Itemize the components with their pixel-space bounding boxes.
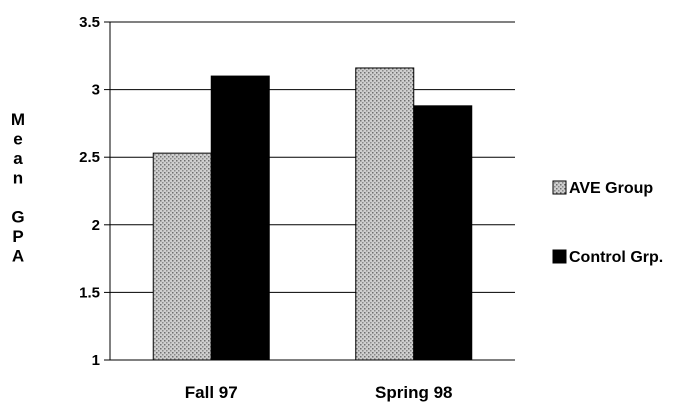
y-axis-label-letter: n bbox=[13, 169, 23, 188]
y-tick-label: 3 bbox=[92, 82, 100, 99]
x-category-label: Spring 98 bbox=[375, 383, 452, 402]
y-axis-label-letter: a bbox=[13, 149, 23, 168]
bar-ave-group-0 bbox=[152, 152, 212, 361]
y-tick-label: 2 bbox=[92, 217, 100, 234]
y-axis-label-letter: e bbox=[13, 130, 22, 149]
y-tick-label: 3.5 bbox=[79, 14, 100, 31]
y-axis-label-letter: M bbox=[11, 110, 25, 129]
y-tick-labels: 1 1.5 2 2.5 3 3.5 bbox=[79, 14, 100, 369]
x-category-labels: Fall 97 Spring 98 bbox=[185, 383, 453, 402]
axes bbox=[104, 21, 515, 361]
legend-label: AVE Group bbox=[569, 180, 653, 197]
y-tick-label: 1 bbox=[92, 352, 100, 369]
legend-label: Control Grp. bbox=[569, 249, 663, 266]
y-axis-label-letter: A bbox=[12, 247, 24, 266]
legend: AVE Group Control Grp. bbox=[552, 180, 663, 266]
y-axis-label-letter: P bbox=[12, 227, 23, 246]
y-tick-label: 1.5 bbox=[79, 284, 100, 301]
legend-swatch bbox=[552, 249, 567, 264]
bar-control-grp-0 bbox=[210, 75, 270, 361]
bars bbox=[152, 67, 473, 361]
y-axis-label-letter: G bbox=[11, 208, 24, 227]
bar-ave-group-1 bbox=[355, 67, 415, 361]
y-tick-label: 2.5 bbox=[79, 149, 100, 166]
x-category-label: Fall 97 bbox=[185, 383, 238, 402]
bar-control-grp-1 bbox=[413, 105, 473, 361]
legend-swatch bbox=[552, 180, 567, 195]
